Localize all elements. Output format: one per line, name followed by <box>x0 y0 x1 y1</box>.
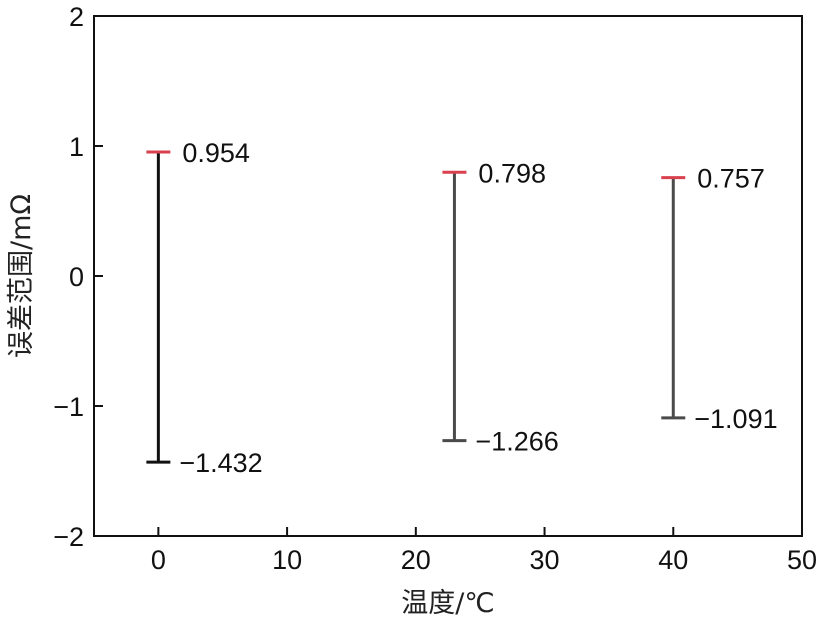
y-tick-label: 0 <box>69 262 84 292</box>
x-tick-label: 50 <box>787 545 817 575</box>
lower-value-label: −1.266 <box>475 427 558 457</box>
x-axis-title: 温度/℃ <box>401 588 494 619</box>
x-axis-ticks: 0 10 20 30 40 50 <box>151 527 817 575</box>
lower-value-label: −1.091 <box>694 404 777 434</box>
error-bars: 0.954 −1.432 0.798 −1.266 0.757 −1.091 <box>146 138 778 478</box>
y-tick-label: 1 <box>69 132 84 162</box>
y-tick-label: −1 <box>53 392 84 422</box>
x-tick-label: 40 <box>658 545 688 575</box>
y-tick-label: 2 <box>69 2 84 32</box>
y-axis-title: 误差范围/mΩ <box>6 194 37 358</box>
upper-value-label: 0.757 <box>697 164 765 194</box>
x-tick-label: 30 <box>530 545 560 575</box>
lower-value-label: −1.432 <box>179 448 262 478</box>
x-tick-label: 0 <box>151 545 166 575</box>
x-tick-label: 20 <box>401 545 431 575</box>
upper-value-label: 0.954 <box>182 138 250 168</box>
y-tick-label: −2 <box>53 522 84 552</box>
x-tick-label: 10 <box>272 545 302 575</box>
upper-value-label: 0.798 <box>478 158 546 188</box>
y-axis-ticks: −2 −1 0 1 2 <box>53 2 103 552</box>
